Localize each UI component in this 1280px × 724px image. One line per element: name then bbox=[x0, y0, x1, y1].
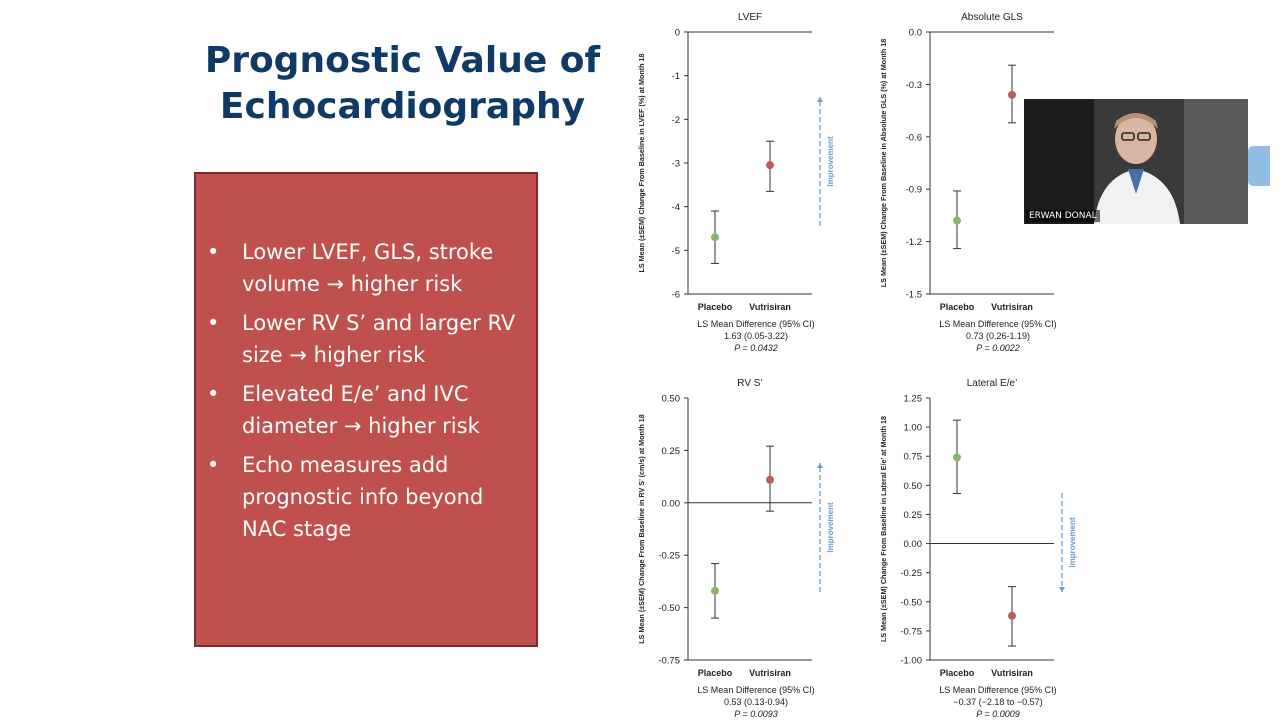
y-tick-label: 0.25 bbox=[904, 510, 923, 521]
improvement-arrow-head bbox=[817, 97, 823, 102]
y-tick-label: -0.6 bbox=[906, 132, 922, 143]
improvement-arrow-head bbox=[817, 463, 823, 468]
improvement-label: Improvement bbox=[1068, 517, 1077, 568]
chart-svg: RV S’ 0.50 0.25 0.00 -0.25 -0.50 -0.75 LS Mean … bbox=[637, 378, 835, 719]
bullet-text: Lower LVEF, GLS, stroke volume → higher … bbox=[242, 240, 494, 296]
x-category-label: Vutrisiran bbox=[991, 668, 1033, 678]
y-tick-label: -1.5 bbox=[906, 290, 922, 301]
improvement-label: Improvement bbox=[826, 136, 835, 187]
chart-svg: Lateral E/e’ 1.25 1.00 0.75 0.50 0.25 0.00 -0.2… bbox=[879, 378, 1077, 719]
data-point-placebo bbox=[953, 453, 961, 462]
chart-lvef: LVEF 0 -1 -2 -3 -4 -5 -6 LS Mean (±SEM) Change F… bbox=[600, 0, 840, 358]
y-tick-label: -5 bbox=[672, 246, 680, 257]
bullet-dot: • bbox=[207, 382, 220, 406]
chart-footer-line: 0.73 (0.26-1.19) bbox=[966, 331, 1030, 341]
chart-footer-line: P = 0.0093 bbox=[734, 709, 777, 719]
chart-footer-line: 0.53 (0.13-0.94) bbox=[724, 697, 788, 707]
data-point-placebo bbox=[953, 216, 961, 225]
x-category-label: Vutrisiran bbox=[991, 302, 1033, 312]
chart-footer-line: P = 0.0432 bbox=[734, 343, 777, 353]
bullet-text: Echo measures add prognostic info beyond… bbox=[242, 453, 484, 541]
chart-footer-line: LS Mean Difference (95% CI) bbox=[697, 685, 814, 695]
y-axis-label: LS Mean (±SEM) Change From Baseline in L… bbox=[879, 416, 888, 642]
y-tick-label: 0 bbox=[675, 28, 680, 39]
webcam-name-label: ERWAN DONAL bbox=[1026, 210, 1100, 222]
chart-title: LVEF bbox=[738, 12, 762, 23]
chart-footer-line: LS Mean Difference (95% CI) bbox=[697, 319, 814, 329]
data-point-vutrisiran bbox=[766, 475, 774, 484]
bullet-dot: • bbox=[207, 453, 220, 477]
y-tick-label: 1.00 bbox=[904, 423, 923, 434]
side-panel-tab[interactable] bbox=[1248, 146, 1270, 186]
y-tick-label: 0.50 bbox=[904, 481, 923, 492]
y-tick-label: -0.50 bbox=[900, 597, 922, 608]
bullet-text: Elevated E/e’ and IVC diameter → higher … bbox=[242, 382, 480, 438]
y-tick-label: -6 bbox=[672, 290, 680, 301]
chart-svg: LVEF 0 -1 -2 -3 -4 -5 -6 LS Mean (±SEM) Change F… bbox=[637, 12, 835, 353]
y-tick-label: -0.50 bbox=[658, 603, 680, 614]
bullet-item: • Lower LVEF, GLS, stroke volume → higher… bbox=[204, 236, 534, 300]
chart-svg: Absolute GLS 0.0 -0.3 -0.6 -0.9 -1.2 -1.5 LS Me… bbox=[879, 12, 1057, 353]
y-tick-label: 0.25 bbox=[662, 446, 681, 457]
y-tick-label: -0.75 bbox=[900, 626, 922, 637]
x-category-label: Placebo bbox=[940, 302, 975, 312]
data-point-placebo bbox=[711, 586, 719, 595]
y-tick-label: -0.9 bbox=[906, 185, 922, 196]
chart-lateral-ee: Lateral E/e’ 1.25 1.00 0.75 0.50 0.25 0.00 -0.2… bbox=[842, 366, 1082, 724]
data-point-placebo bbox=[711, 233, 719, 242]
chart-footer-line: P = 0.0009 bbox=[976, 709, 1019, 719]
chart-rv-s: RV S’ 0.50 0.25 0.00 -0.25 -0.50 -0.75 LS Mean … bbox=[600, 366, 840, 724]
y-axis-label: LS Mean (±SEM) Change From Baseline in R… bbox=[637, 414, 646, 643]
chart-footer-line: P = 0.0022 bbox=[976, 343, 1019, 353]
presenter-image bbox=[1024, 99, 1248, 224]
bullet-item: • Echo measures add prognostic info beyon… bbox=[204, 449, 534, 545]
data-point-vutrisiran bbox=[1008, 90, 1016, 99]
chart-title: Absolute GLS bbox=[961, 12, 1023, 23]
y-tick-label: -0.75 bbox=[658, 656, 680, 667]
y-tick-label: 0.00 bbox=[662, 498, 681, 509]
chart-title: RV S’ bbox=[737, 378, 762, 389]
data-point-vutrisiran bbox=[766, 161, 774, 170]
y-axis-label: LS Mean (±SEM) Change From Baseline in L… bbox=[637, 53, 646, 272]
bullet-item: • Elevated E/e’ and IVC diameter → higher… bbox=[204, 378, 534, 442]
y-tick-label: -3 bbox=[672, 159, 680, 170]
improvement-arrow-head bbox=[1059, 587, 1065, 592]
y-tick-label: -1.2 bbox=[906, 237, 922, 248]
chart-footer-line: LS Mean Difference (95% CI) bbox=[939, 685, 1056, 695]
y-tick-label: -2 bbox=[672, 115, 680, 126]
y-tick-label: 0.0 bbox=[909, 28, 922, 39]
y-tick-label: -0.25 bbox=[900, 568, 922, 579]
x-category-label: Vutrisiran bbox=[749, 302, 791, 312]
bullet-item: • Lower RV S’ and larger RV size → higher… bbox=[204, 307, 534, 371]
y-tick-label: -1 bbox=[672, 71, 680, 82]
chart-absolute-gls: Absolute GLS 0.0 -0.3 -0.6 -0.9 -1.2 -1.5 LS Me… bbox=[842, 0, 1082, 358]
improvement-label: Improvement bbox=[826, 502, 835, 553]
slide-title: Prognostic Value of Echocardiography bbox=[204, 40, 601, 127]
y-tick-label: -1.00 bbox=[900, 656, 922, 667]
y-tick-label: 0.00 bbox=[904, 539, 923, 550]
y-tick-label: -0.3 bbox=[906, 80, 922, 91]
chart-footer-line: LS Mean Difference (95% CI) bbox=[939, 319, 1056, 329]
x-category-label: Placebo bbox=[698, 302, 733, 312]
y-axis-label: LS Mean (±SEM) Change From Baseline in A… bbox=[879, 39, 888, 287]
y-tick-label: 1.25 bbox=[904, 394, 923, 405]
bullet-text: Lower RV S’ and larger RV size → higher … bbox=[242, 311, 516, 367]
bullet-dot: • bbox=[207, 240, 220, 264]
y-tick-label: 0.50 bbox=[662, 394, 681, 405]
bullet-list: • Lower LVEF, GLS, stroke volume → higher… bbox=[204, 236, 534, 552]
webcam-video[interactable]: ERWAN DONAL bbox=[1024, 99, 1248, 224]
chart-title: Lateral E/e’ bbox=[967, 378, 1018, 389]
chart-footer-line: 1.63 (0.05-3.22) bbox=[724, 331, 788, 341]
data-point-vutrisiran bbox=[1008, 611, 1016, 620]
y-tick-label: -4 bbox=[672, 202, 680, 213]
bullet-box: • Lower LVEF, GLS, stroke volume → higher… bbox=[194, 172, 538, 647]
y-tick-label: 0.75 bbox=[904, 452, 923, 463]
y-tick-label: -0.25 bbox=[658, 551, 680, 562]
bullet-dot: • bbox=[207, 311, 220, 335]
x-category-label: Placebo bbox=[940, 668, 975, 678]
x-category-label: Placebo bbox=[698, 668, 733, 678]
x-category-label: Vutrisiran bbox=[749, 668, 791, 678]
chart-footer-line: −0.37 (−2.18 to −0.57) bbox=[953, 697, 1042, 707]
